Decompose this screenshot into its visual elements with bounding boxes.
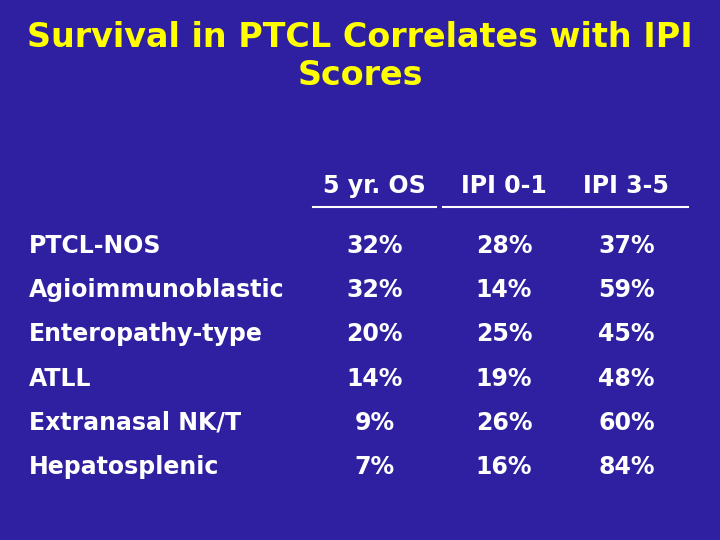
Text: 48%: 48% [598,367,654,390]
Text: Enteropathy-type: Enteropathy-type [29,322,263,346]
Text: 32%: 32% [346,234,402,258]
Text: 19%: 19% [476,367,532,390]
Text: 14%: 14% [346,367,402,390]
Text: 14%: 14% [476,278,532,302]
Text: 7%: 7% [354,455,395,479]
Text: IPI 0-1: IPI 0-1 [461,174,547,198]
Text: 25%: 25% [476,322,532,346]
Text: 60%: 60% [598,411,654,435]
Text: Agioimmunoblastic: Agioimmunoblastic [29,278,284,302]
Text: 9%: 9% [354,411,395,435]
Text: 59%: 59% [598,278,654,302]
Text: 45%: 45% [598,322,654,346]
Text: 32%: 32% [346,278,402,302]
Text: Extranasal NK/T: Extranasal NK/T [29,411,241,435]
Text: Survival in PTCL Correlates with IPI
Scores: Survival in PTCL Correlates with IPI Sco… [27,21,693,92]
Text: 16%: 16% [476,455,532,479]
Text: 84%: 84% [598,455,654,479]
Text: Hepatosplenic: Hepatosplenic [29,455,219,479]
Text: ATLL: ATLL [29,367,91,390]
Text: 5 yr. OS: 5 yr. OS [323,174,426,198]
Text: 26%: 26% [476,411,532,435]
Text: PTCL-NOS: PTCL-NOS [29,234,161,258]
Text: IPI 3-5: IPI 3-5 [583,174,670,198]
Text: 20%: 20% [346,322,402,346]
Text: 28%: 28% [476,234,532,258]
Text: 37%: 37% [598,234,654,258]
